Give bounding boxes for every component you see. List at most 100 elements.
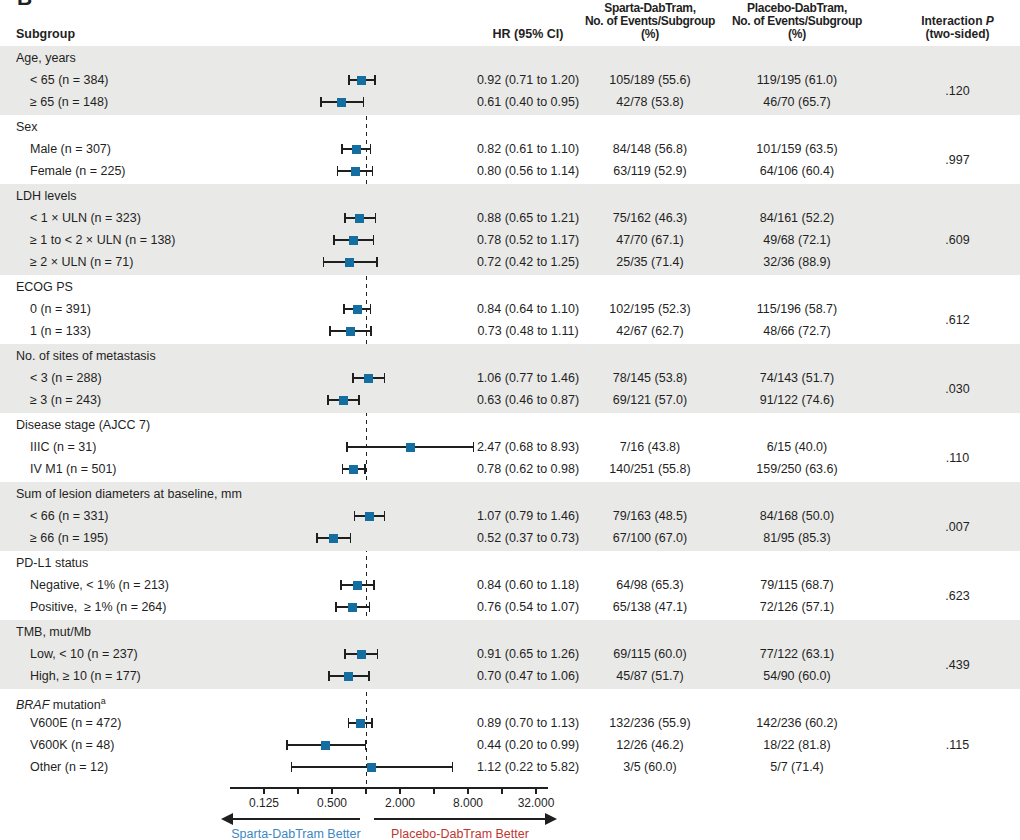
panel-label: B	[17, 0, 39, 7]
section-rows: < 65 (n = 384)0.92 (0.71 to 1.20)105/189…	[0, 69, 1020, 113]
placebo-value: 74/143 (51.7)	[707, 367, 887, 389]
table-row: < 1 × ULN (n = 323)0.88 (0.65 to 1.21)75…	[0, 207, 1020, 229]
hr-marker	[339, 396, 348, 405]
table-row: ≥ 3 (n = 243)0.63 (0.46 to 0.87)69/121 (…	[0, 389, 1020, 411]
axis-major-tick	[535, 789, 537, 795]
table-row: Positive, ≥ 1% (n = 264)0.76 (0.54 to 1.…	[0, 596, 1020, 618]
row-label: IV M1 (n = 501)	[30, 458, 117, 480]
ci-cap-high	[368, 671, 370, 681]
section-rows: Male (n = 307)0.82 (0.61 to 1.10)84/148 …	[0, 138, 1020, 182]
ci-cap-low	[333, 235, 335, 245]
section-rows: Low, < 10 (n = 237)0.91 (0.65 to 1.26)69…	[0, 643, 1020, 687]
ci-cap-low	[354, 511, 356, 521]
row-label: IIIC (n = 31)	[30, 436, 96, 458]
ci-cap-high	[373, 580, 375, 590]
ci-cap-high	[376, 257, 378, 267]
table-row: ≥ 65 (n = 148)0.61 (0.40 to 0.95)42/78 (…	[0, 91, 1020, 113]
hr-marker	[337, 98, 346, 107]
row-label: High, ≥ 10 (n = 177)	[30, 665, 141, 687]
row-label: < 65 (n = 384)	[30, 69, 109, 91]
ci-cap-low	[348, 75, 350, 85]
row-label: ≥ 2 × ULN (n = 71)	[30, 251, 133, 273]
hr-marker	[352, 145, 361, 154]
table-row: 1 (n = 133)0.73 (0.48 to 1.11)42/67 (62.…	[0, 320, 1020, 342]
ci-cap-low	[329, 326, 331, 336]
placebo-value: 18/22 (81.8)	[707, 734, 887, 756]
ci-cap-high	[350, 533, 352, 543]
table-row: ≥ 1 to < 2 × ULN (n = 138)0.78 (0.52 to …	[0, 229, 1020, 251]
hr-marker	[349, 236, 358, 245]
hr-marker	[351, 167, 360, 176]
section-rows: IIIC (n = 31)2.47 (0.68 to 8.93)7/16 (43…	[0, 436, 1020, 480]
section-label: Sum of lesion diameters at baseline, mm	[0, 484, 1020, 505]
ci-cap-low	[327, 395, 329, 405]
placebo-value: 46/70 (65.7)	[707, 91, 887, 113]
ci-cap-high	[370, 304, 372, 314]
section-rows: 0 (n = 391)0.84 (0.64 to 1.10)102/195 (5…	[0, 298, 1020, 342]
ci-cap-low	[316, 533, 318, 543]
left-arrow-head-icon	[221, 813, 233, 825]
ci-cap-low	[343, 304, 345, 314]
row-label: < 1 × ULN (n = 323)	[30, 207, 141, 229]
subgroup-section: Age, years< 65 (n = 384)0.92 (0.71 to 1.…	[0, 46, 1020, 115]
column-header-subgroup: Subgroup	[16, 27, 75, 41]
hr-marker	[357, 76, 366, 85]
hr-marker	[364, 374, 373, 383]
row-label: ≥ 65 (n = 148)	[30, 91, 108, 113]
ci-cap-high	[371, 718, 373, 728]
ci-cap-high	[377, 649, 379, 659]
interaction-p-value: .030	[900, 382, 1015, 396]
hr-marker	[329, 534, 338, 543]
hr-marker	[345, 258, 354, 267]
row-label: Low, < 10 (n = 237)	[30, 643, 138, 665]
section-rows: Negative, < 1% (n = 213)0.84 (0.60 to 1.…	[0, 574, 1020, 618]
interaction-p-value: .439	[900, 658, 1015, 672]
section-label: PD-L1 status	[0, 553, 1020, 574]
row-label: < 66 (n = 331)	[30, 505, 109, 527]
right-arrow-label: Placebo-DabTram Better	[375, 827, 545, 840]
interaction-p-value: .623	[900, 589, 1015, 603]
subgroup-section: PD-L1 statusNegative, < 1% (n = 213)0.84…	[0, 551, 1020, 620]
hr-marker	[346, 327, 355, 336]
subgroup-section: BRAF mutationaV600E (n = 472)0.89 (0.70 …	[0, 689, 1020, 780]
subgroup-section: Disease stage (AJCC 7)IIIC (n = 31)2.47 …	[0, 413, 1020, 482]
row-label: 0 (n = 391)	[30, 298, 91, 320]
row-label: V600K (n = 48)	[30, 734, 114, 756]
section-label: No. of sites of metastasis	[0, 346, 1020, 367]
subgroup-section: ECOG PS0 (n = 391)0.84 (0.64 to 1.10)102…	[0, 275, 1020, 344]
placebo-value: 119/195 (61.0)	[707, 69, 887, 91]
subgroup-section: No. of sites of metastasis< 3 (n = 288)1…	[0, 344, 1020, 413]
hr-marker	[321, 741, 330, 750]
interaction-p-value: .997	[900, 153, 1015, 167]
interaction-p-value: .115	[900, 738, 1015, 752]
table-row: Male (n = 307)0.82 (0.61 to 1.10)84/148 …	[0, 138, 1020, 160]
hr-marker	[357, 650, 366, 659]
section-label: ECOG PS	[0, 277, 1020, 298]
axis-major-tick	[263, 789, 265, 795]
placebo-value: 48/66 (72.7)	[707, 320, 887, 342]
section-label: TMB, mut/Mb	[0, 622, 1020, 643]
ci-cap-low	[320, 97, 322, 107]
ci-cap-low	[335, 602, 337, 612]
right-arrow-head-icon	[545, 813, 557, 825]
table-row: < 65 (n = 384)0.92 (0.71 to 1.20)105/189…	[0, 69, 1020, 91]
axis-minor-tick	[297, 789, 299, 795]
ci-cap-high	[365, 740, 367, 750]
hr-marker	[353, 305, 362, 314]
x-axis: 0.1250.5002.0008.00032.000 Sparta-DabTra…	[0, 787, 1020, 840]
ci-cap-high	[370, 326, 372, 336]
placebo-value: 115/196 (58.7)	[707, 298, 887, 320]
ci-cap-low	[286, 740, 288, 750]
row-label: Male (n = 307)	[30, 138, 111, 160]
table-row: Female (n = 225)0.80 (0.56 to 1.14)63/11…	[0, 160, 1020, 182]
column-header-interaction-p: Interaction P (two-sided)	[900, 15, 1015, 41]
section-label: Disease stage (AJCC 7)	[0, 415, 1020, 436]
hr-marker	[349, 465, 358, 474]
ci-cap-high	[375, 213, 377, 223]
right-arrow	[374, 818, 546, 820]
table-row: Low, < 10 (n = 237)0.91 (0.65 to 1.26)69…	[0, 643, 1020, 665]
table-row: V600K (n = 48)0.44 (0.20 to 0.99)12/26 (…	[0, 734, 1020, 756]
axis-tick-label: 8.000	[446, 796, 490, 810]
interaction-p-value: .110	[900, 451, 1015, 465]
left-arrow	[232, 818, 360, 820]
